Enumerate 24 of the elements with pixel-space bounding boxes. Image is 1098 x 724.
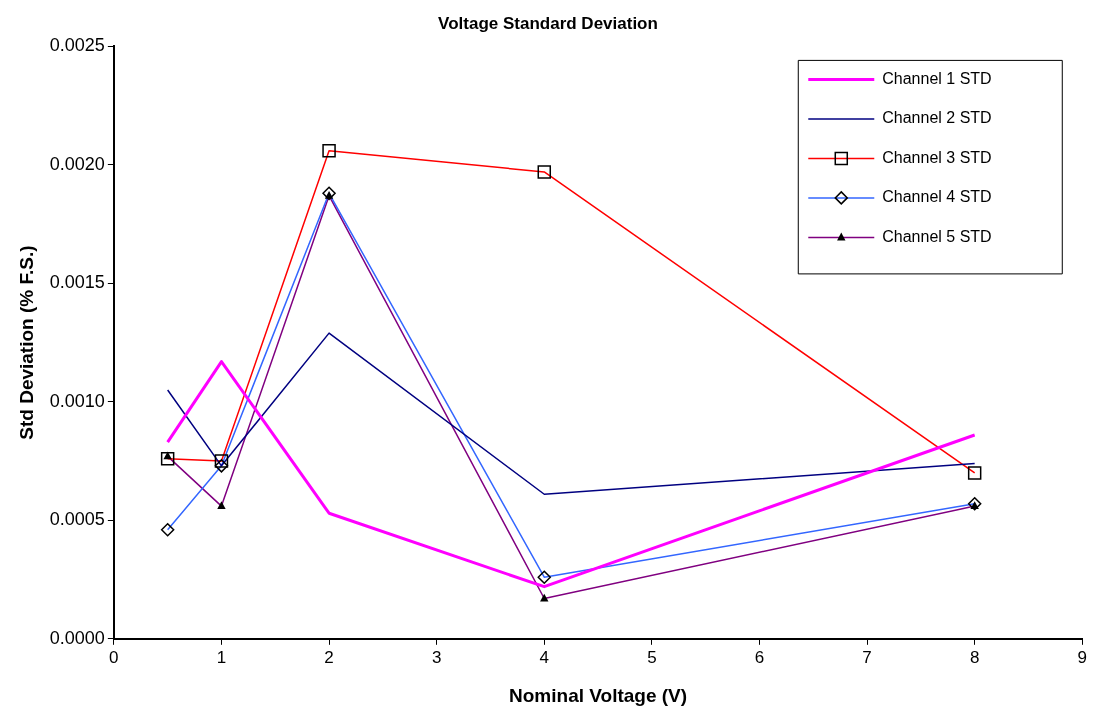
x-tick-label: 3 [431,647,442,667]
y-tick-label: 0.0010 [49,390,105,411]
x-tick-label: 4 [539,647,549,667]
x-axis-title: Nominal Voltage (V) [509,684,688,706]
legend-label: Channel 2 STD [882,109,992,127]
legend-label: Channel 3 STD [882,148,992,166]
x-tick-label: 7 [862,647,872,667]
chart-title: Voltage Standard Deviation [438,13,658,33]
x-tick-label: 8 [969,647,980,667]
x-tick-label: 9 [1077,647,1088,667]
x-tick-label: 2 [324,647,334,667]
y-tick-label: 0.0015 [49,272,105,293]
x-tick-label: 0 [109,647,119,667]
legend-label: Channel 4 STD [882,188,992,206]
y-tick-label: 0.0000 [49,627,105,648]
legend-label: Channel 1 STD [882,69,992,87]
x-tick-label: 1 [216,647,227,667]
x-tick-label: 5 [647,647,657,667]
legend-label: Channel 5 STD [882,227,992,245]
y-tick-label: 0.0005 [49,509,105,530]
y-tick-label: 0.0020 [49,153,105,174]
y-tick-label: 0.0025 [49,35,105,56]
y-axis-title: Std Deviation (% F.S.) [15,245,37,440]
x-tick-label: 6 [754,647,765,667]
